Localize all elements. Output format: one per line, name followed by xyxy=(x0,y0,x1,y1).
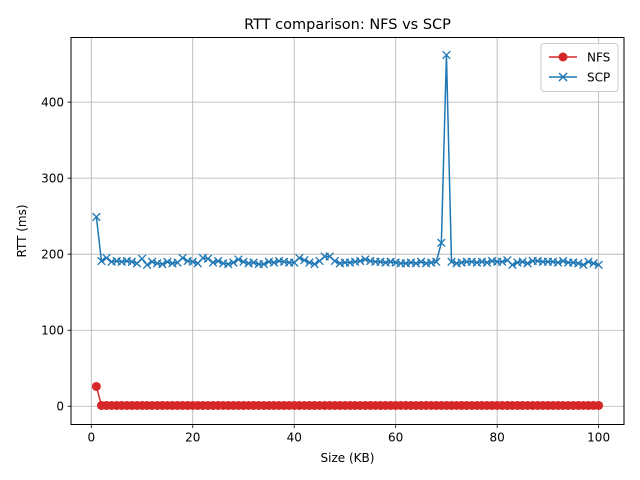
data-point-scp xyxy=(102,253,111,263)
x-axis-label: Size (KB) xyxy=(321,451,375,465)
legend-label-scp: SCP xyxy=(587,71,610,85)
data-point-scp xyxy=(442,50,451,60)
data-point-scp xyxy=(97,256,106,266)
axis-ticks: 0 20 40 60 80 100 0 100 200 300 400 xyxy=(41,95,610,444)
data-point-scp xyxy=(142,260,152,270)
data-point-scp xyxy=(249,258,258,267)
series-layer xyxy=(91,50,604,410)
data-point-scp xyxy=(269,258,279,267)
data-point-scp xyxy=(234,255,243,264)
data-point-scp xyxy=(213,256,223,266)
data-point-scp xyxy=(355,256,365,266)
data-point-scp xyxy=(518,257,527,267)
y-tick-label: 100 xyxy=(41,324,64,338)
data-point-scp xyxy=(188,257,198,267)
data-point-scp xyxy=(589,259,598,268)
data-point-scp xyxy=(437,238,446,248)
data-point-scp xyxy=(224,259,233,269)
data-point-scp xyxy=(239,257,248,267)
data-point-scp xyxy=(305,258,314,267)
data-point-scp xyxy=(360,255,370,264)
data-point-nfs xyxy=(594,400,604,410)
data-point-scp xyxy=(295,253,304,263)
x-tick-label: 0 xyxy=(87,431,95,445)
data-point-scp xyxy=(158,259,167,269)
data-point-scp xyxy=(508,260,517,270)
data-point-scp xyxy=(416,257,426,267)
data-point-scp xyxy=(203,254,213,264)
plot-frame xyxy=(70,37,625,425)
y-tick-label: 400 xyxy=(41,95,64,109)
legend-marker-scp xyxy=(558,72,568,82)
data-point-scp xyxy=(579,260,588,270)
data-point-scp xyxy=(229,258,238,267)
series-scp xyxy=(92,50,603,270)
x-tick-label: 60 xyxy=(388,431,403,445)
data-point-scp xyxy=(432,257,441,267)
data-point-scp xyxy=(497,257,507,267)
data-point-scp xyxy=(147,257,157,267)
series-nfs xyxy=(91,381,604,410)
y-tick-label: 0 xyxy=(56,400,64,414)
data-point-scp xyxy=(594,260,603,270)
y-tick-label: 300 xyxy=(41,171,64,185)
data-point-scp xyxy=(584,257,593,267)
legend-label-nfs: NFS xyxy=(587,51,610,65)
data-point-scp xyxy=(178,253,187,263)
chart-title: RTT comparison: NFS vs SCP xyxy=(244,17,451,33)
x-tick-label: 40 xyxy=(287,431,302,445)
data-point-scp xyxy=(553,258,563,267)
data-point-scp xyxy=(127,257,137,267)
data-point-scp xyxy=(411,259,421,268)
data-point-scp xyxy=(447,257,456,267)
data-point-scp xyxy=(259,259,269,269)
gridlines xyxy=(71,37,624,425)
x-tick-label: 20 xyxy=(185,431,200,445)
data-point-scp xyxy=(574,259,583,268)
data-point-scp xyxy=(92,212,101,222)
data-point-scp xyxy=(523,259,532,268)
data-point-scp xyxy=(558,256,568,266)
data-point-scp xyxy=(208,258,218,267)
x-tick-label: 80 xyxy=(490,431,505,445)
data-point-scp xyxy=(330,256,340,266)
legend: NFS SCP xyxy=(540,43,619,92)
data-point-scp xyxy=(482,258,492,267)
data-point-scp xyxy=(310,259,319,269)
legend-marker-nfs xyxy=(558,52,568,62)
y-axis-label: RTT (ms) xyxy=(15,204,29,257)
data-point-nfs xyxy=(91,381,101,391)
x-tick-label: 100 xyxy=(587,431,610,445)
data-point-scp xyxy=(137,254,147,264)
y-tick-label: 200 xyxy=(41,247,64,261)
data-point-scp xyxy=(300,256,309,265)
data-point-scp xyxy=(163,257,172,267)
